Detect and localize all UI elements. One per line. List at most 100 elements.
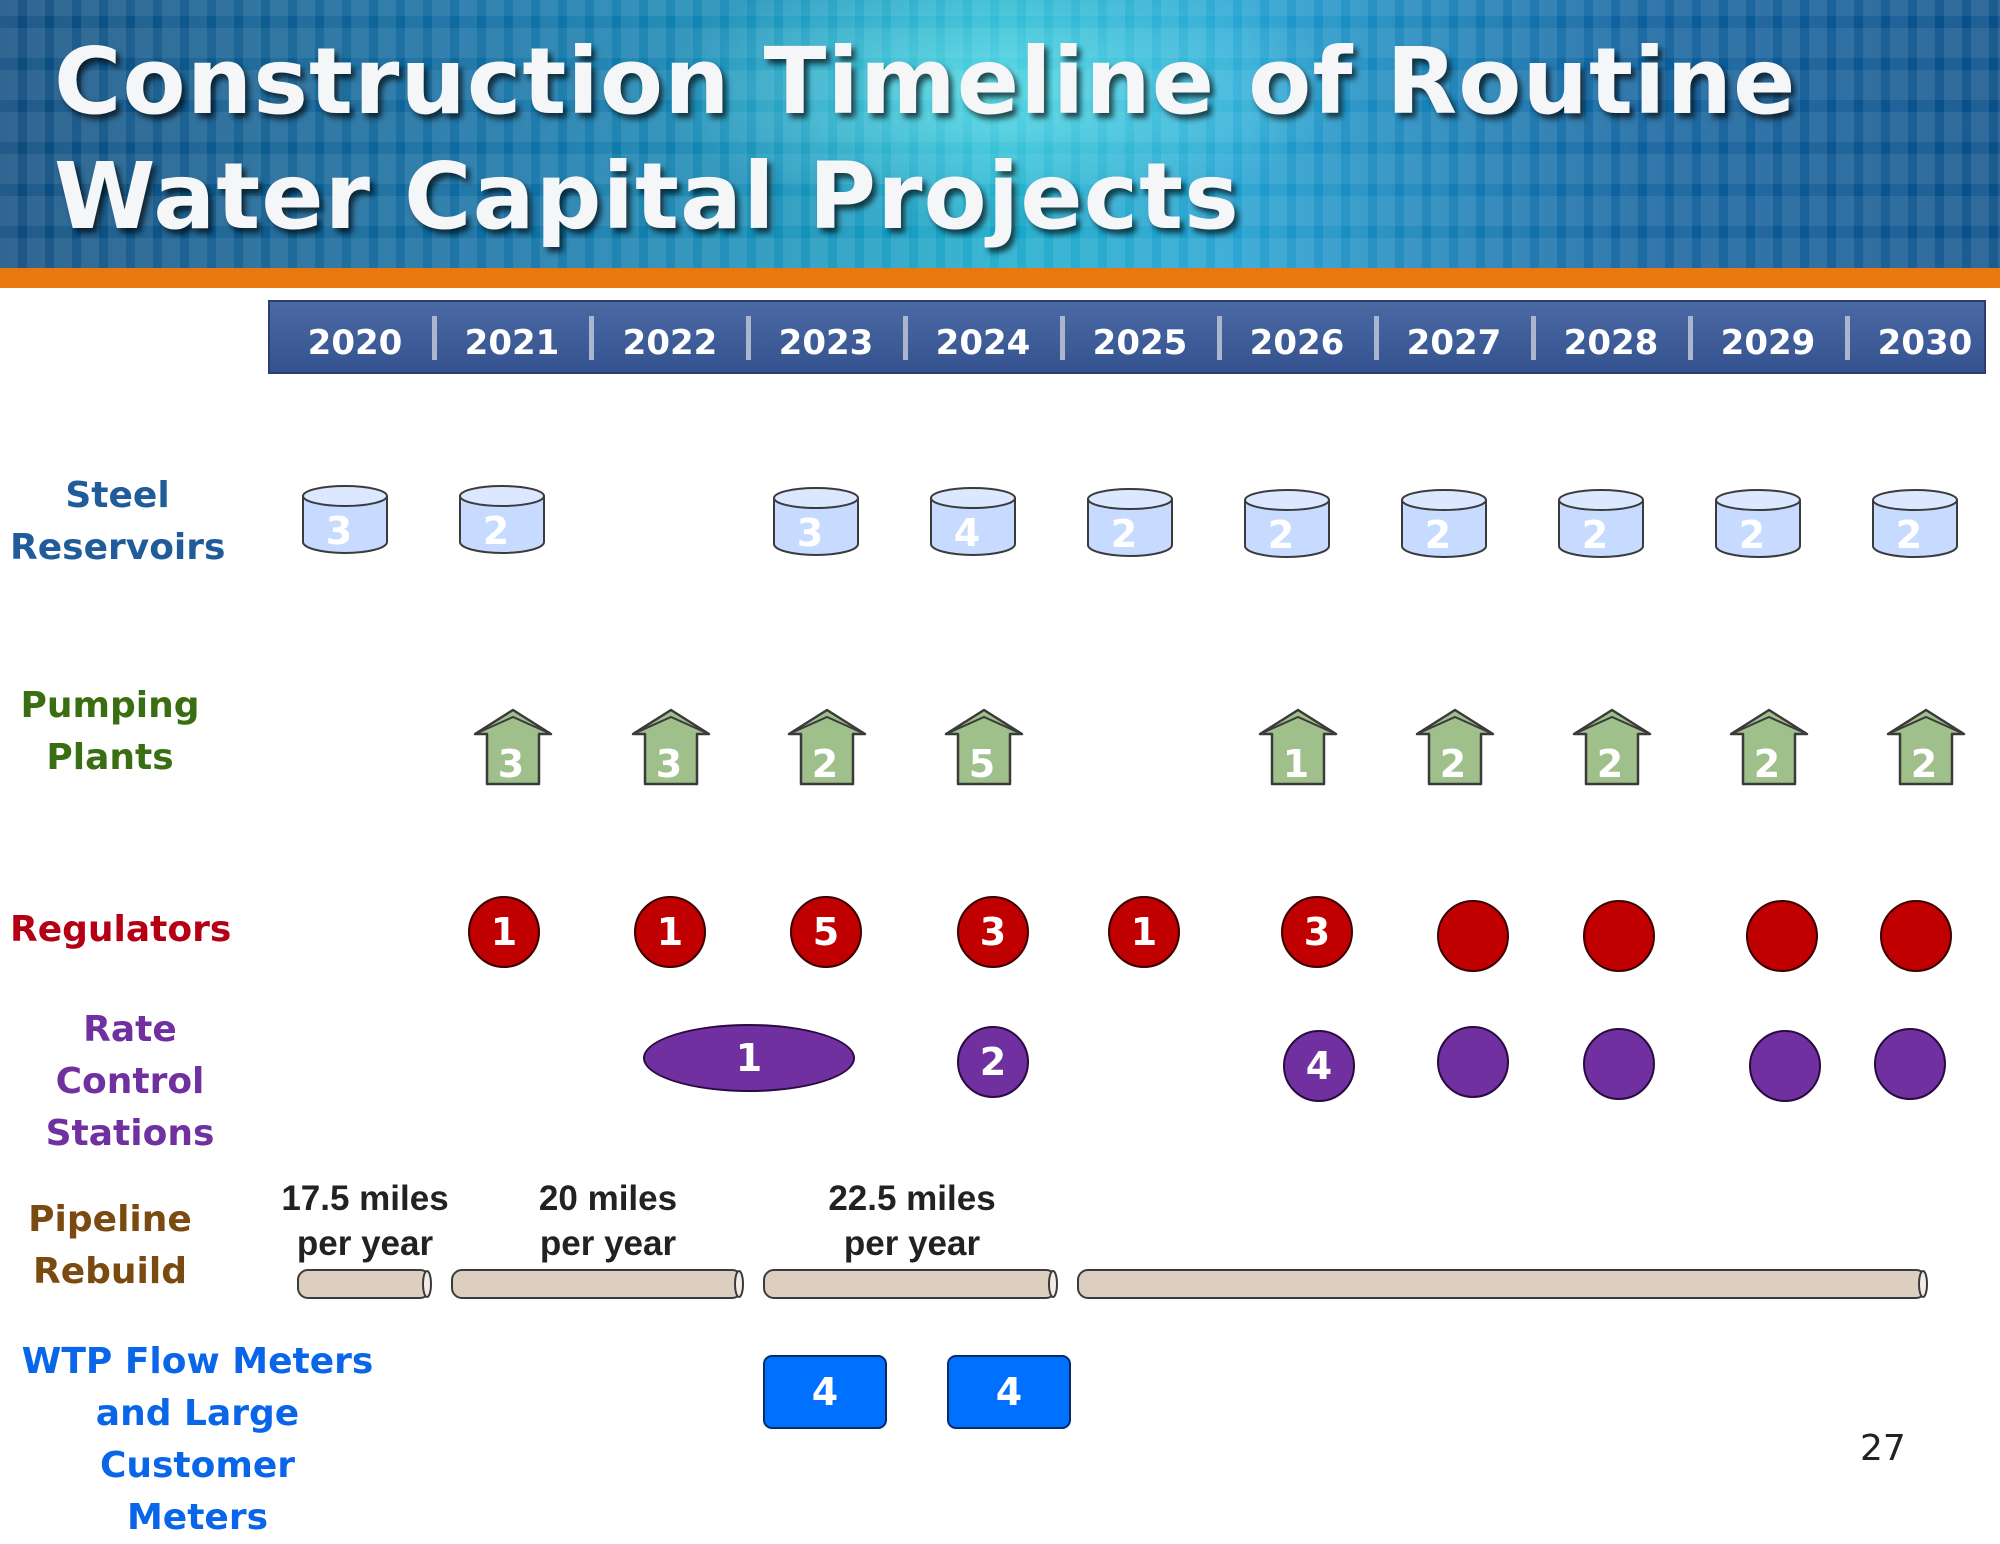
reservoir-count: 4: [954, 511, 980, 555]
pipeline-rate-1-line1: 17.5 miles: [281, 1179, 449, 1218]
year-2020: 2020: [307, 323, 403, 363]
pumping-plant-count: 5: [969, 742, 995, 786]
meters-label-line3: Meters: [126, 1497, 269, 1538]
reservoir-icon-2029: 2: [1715, 489, 1801, 558]
pumping-plant-count: 2: [1440, 742, 1466, 786]
pumping-plant-count: 3: [656, 742, 682, 786]
rate-control-station-marker-2029: [1749, 1030, 1821, 1102]
year-2021: 2021: [464, 323, 560, 363]
year-2023: 2023: [778, 323, 874, 363]
year-separator: [1374, 316, 1379, 360]
pumping-label-line2: Plants: [46, 737, 174, 778]
rate-control-station-marker-2026: 4: [1283, 1030, 1355, 1102]
reservoir-count: 2: [1582, 513, 1608, 557]
pipeline-label-line1: Pipeline: [28, 1199, 192, 1240]
rcs-label-line1: Rate Control: [55, 1009, 205, 1102]
steel-label-line1: Steel: [65, 475, 170, 516]
pumping-plant-count: 1: [1283, 742, 1309, 786]
regulator-marker-2022: 1: [634, 896, 706, 968]
reservoir-count: 2: [1111, 512, 1137, 556]
pipeline-rate-1: 17.5 miles per year: [255, 1176, 475, 1266]
pipeline-rate-3: 22.5 miles per year: [792, 1176, 1032, 1266]
year-2024: 2024: [935, 323, 1031, 363]
regulator-marker-2023: 5: [790, 896, 862, 968]
regulator-marker-2029: [1746, 900, 1818, 972]
rate-control-station-marker-2028: [1583, 1028, 1655, 1100]
year-separator: [432, 316, 437, 360]
regulator-marker-2028: [1583, 900, 1655, 972]
reservoir-count: 2: [1268, 513, 1294, 557]
reservoir-icon-2024: 4: [930, 487, 1016, 556]
pipeline-rate-2-line2: per year: [539, 1224, 677, 1263]
regulator-marker-2024: 3: [957, 896, 1029, 968]
regulator-marker-2021: 1: [468, 896, 540, 968]
rate-control-station-marker-2030: [1874, 1028, 1946, 1100]
regulators-label: Regulators: [10, 909, 232, 950]
year-separator: [746, 316, 751, 360]
pipe-segment-1: [297, 1269, 432, 1299]
pumping-plant-icon-2022: 3: [631, 708, 711, 786]
pumping-plant-icon-2026: 1: [1258, 708, 1338, 786]
pumping-plant-icon-2030: 2: [1886, 708, 1966, 786]
pipeline-rate-1-line2: per year: [296, 1224, 434, 1263]
year-separator: [589, 316, 594, 360]
slide-title: Construction Timeline of Routine Water C…: [54, 24, 1796, 254]
reservoir-icon-2027: 2: [1401, 489, 1487, 558]
regulator-marker-2030: [1880, 900, 1952, 972]
pipeline-rate-2-line1: 20 miles: [538, 1179, 678, 1218]
year-separator: [1688, 316, 1693, 360]
banner-glow: [650, 0, 1350, 220]
flow-meter-2024: 4: [947, 1355, 1071, 1429]
reservoir-icon-2025: 2: [1087, 488, 1173, 557]
reservoir-icon-2028: 2: [1558, 489, 1644, 558]
rate-control-station-marker-2022-2023: 1: [643, 1024, 855, 1092]
year-2030: 2030: [1877, 323, 1973, 363]
title-line-2: Water Capital Projects: [54, 143, 1240, 250]
year-header-bar: [268, 300, 1986, 374]
pipeline-label-line2: Rebuild: [33, 1251, 187, 1292]
year-2028: 2028: [1563, 323, 1659, 363]
pumping-plant-icon-2028: 2: [1572, 708, 1652, 786]
pumping-plant-count: 2: [1597, 742, 1623, 786]
reservoir-count: 2: [1739, 513, 1765, 557]
row-label-pumping-plants: Pumping Plants: [10, 680, 210, 784]
row-label-flow-meters: WTP Flow Meters and Large Customer Meter…: [0, 1336, 395, 1544]
pipeline-rate-3-line2: per year: [843, 1224, 981, 1263]
rate-control-station-marker-2024: 2: [957, 1026, 1029, 1098]
title-banner: Construction Timeline of Routine Water C…: [0, 0, 2000, 268]
year-separator: [1060, 316, 1065, 360]
pumping-plant-icon-2027: 2: [1415, 708, 1495, 786]
reservoir-count: 3: [326, 509, 352, 553]
title-line-1: Construction Timeline of Routine: [54, 28, 1797, 135]
year-2026: 2026: [1249, 323, 1345, 363]
reservoir-icon-2020: 3: [302, 485, 388, 554]
pumping-plant-icon-2024: 5: [944, 708, 1024, 786]
pumping-plant-icon-2029: 2: [1729, 708, 1809, 786]
regulator-marker-2027: [1437, 900, 1509, 972]
year-2025: 2025: [1092, 323, 1188, 363]
year-2029: 2029: [1720, 323, 1816, 363]
rcs-label-line2: Stations: [45, 1113, 215, 1154]
reservoir-count: 2: [1425, 513, 1451, 557]
reservoir-icon-2023: 3: [773, 487, 859, 556]
steel-label-line2: Reservoirs: [10, 527, 226, 568]
pumping-label-line1: Pumping: [20, 685, 200, 726]
reservoir-count: 3: [797, 511, 823, 555]
meters-label-line2: and Large Customer: [95, 1393, 300, 1486]
pipe-segment-2: [451, 1269, 744, 1299]
accent-bar: [0, 268, 2000, 288]
row-label-regulators: Regulators: [10, 904, 232, 956]
meters-label-line1: WTP Flow Meters: [21, 1341, 374, 1382]
pipe-segment-3: [763, 1269, 1058, 1299]
pumping-plant-count: 3: [498, 742, 524, 786]
reservoir-icon-2021: 2: [459, 485, 545, 554]
page-number: 27: [1860, 1428, 1906, 1469]
pumping-plant-count: 2: [812, 742, 838, 786]
flow-meter-2023: 4: [763, 1355, 887, 1429]
pumping-plant-count: 2: [1754, 742, 1780, 786]
year-separator: [903, 316, 908, 360]
year-separator: [1217, 316, 1222, 360]
reservoir-icon-2030: 2: [1872, 489, 1958, 558]
reservoir-count: 2: [1896, 513, 1922, 557]
year-separator: [1845, 316, 1850, 360]
